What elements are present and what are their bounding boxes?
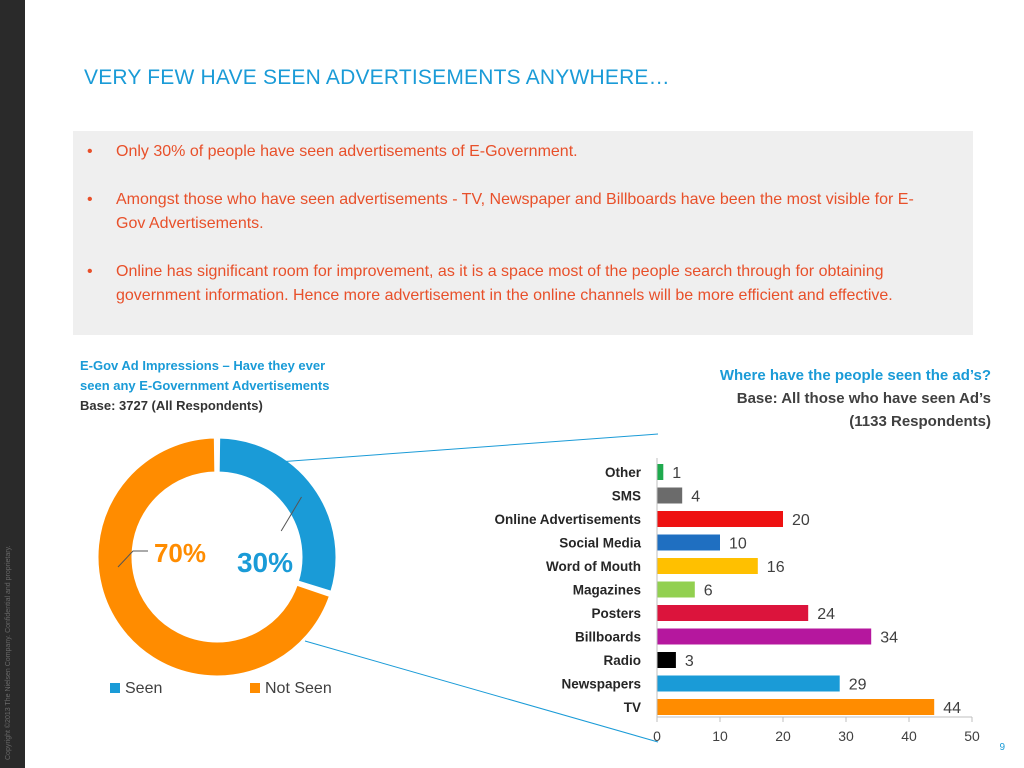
bar-value-label: 20 [792,512,810,529]
bar-category-label: Radio [603,653,641,668]
bar-online-advertisements [657,511,783,527]
bar-category-label: Magazines [573,583,641,598]
bullet-item: Amongst those who have seen advertisemen… [83,188,923,236]
bullet-list: Only 30% of people have seen advertiseme… [83,140,923,332]
legend-item-seen: Seen [110,680,162,698]
bullet-item: Online has significant room for improvem… [83,260,923,308]
donut-slice-seen [216,435,339,595]
bar-value-label: 6 [704,583,713,600]
bar-social-media [657,534,720,551]
legend-label-not-seen: Not Seen [265,680,332,697]
bar-other [657,464,664,480]
donut-base: Base: 3727 (All Respondents) [80,398,263,413]
bar-category-label: Posters [591,606,641,621]
bar-category-label: Billboards [575,630,641,645]
donut-title-line1: E-Gov Ad Impressions – Have they ever [80,358,326,373]
left-sidebar: Copyright ©2013 The Nielsen Company. Con… [0,0,25,768]
bar-category-label: Newspapers [561,677,641,692]
bar-value-label: 4 [691,489,700,506]
bar-value-label: 1 [672,465,681,482]
bar-magazines [657,581,695,598]
bar-value-label: 34 [880,630,898,647]
bar-billboards [657,628,872,645]
bar-x-tick-label: 10 [712,728,728,744]
bar-x-tick-label: 30 [838,728,854,744]
bar-category-label: TV [624,700,641,715]
donut-label-not-seen: 70% [154,538,206,568]
bar-value-label: 24 [817,606,835,623]
bar-value-label: 3 [685,653,694,670]
bar-value-label: 44 [943,700,961,717]
bar-title: Where have the people seen the ad’s? [719,367,991,384]
bar-chart-heading: Where have the people seen the ad’s? Bas… [631,364,991,433]
bar-subtitle-line1: Base: All those who have seen Ad’s [736,390,991,407]
bar-value-label: 29 [849,677,867,694]
bar-x-tick-label: 50 [964,728,980,744]
bar-subtitle-line2: (1133 Respondents) [849,413,991,430]
summary-panel: Only 30% of people have seen advertiseme… [73,131,973,335]
callout-line-top [277,433,659,463]
bar-radio [657,652,676,668]
bar-value-label: 16 [767,559,785,576]
bar-sms [657,487,683,504]
bar-category-label: Word of Mouth [546,559,641,574]
donut-slice-not-seen [95,435,333,679]
donut-leader-not-seen [117,550,148,568]
slide-title: VERY FEW HAVE SEEN ADVERTISEMENTS ANYWHE… [84,66,670,89]
bar-x-tick-label: 40 [901,728,917,744]
bar-word-of-mouth [657,558,758,574]
donut-chart-heading: E-Gov Ad Impressions – Have they ever se… [80,356,380,416]
legend-swatch-seen [110,683,120,693]
bar-x-tick-label: 20 [775,728,791,744]
bar-posters [657,605,809,621]
bullet-item: Only 30% of people have seen advertiseme… [83,140,923,164]
donut-title-line2: seen any E-Government Advertisements [80,378,330,393]
legend-label-seen: Seen [125,680,163,697]
legend-item-not-seen: Not Seen [250,680,332,698]
bar-value-label: 10 [729,536,747,553]
legend-swatch-not-seen [250,683,260,693]
bar-category-label: Other [605,465,642,480]
callout-line-bottom [304,640,659,743]
donut-leader-seen [280,496,302,532]
bar-category-label: Online Advertisements [494,512,641,527]
bar-newspapers [657,675,840,692]
bar-x-tick-label: 0 [653,728,661,744]
bar-tv [657,699,935,715]
donut-label-seen: 30% [237,547,293,578]
bar-category-label: SMS [612,489,641,504]
page-number: 9 [999,742,1005,753]
bar-category-label: Social Media [559,536,641,551]
